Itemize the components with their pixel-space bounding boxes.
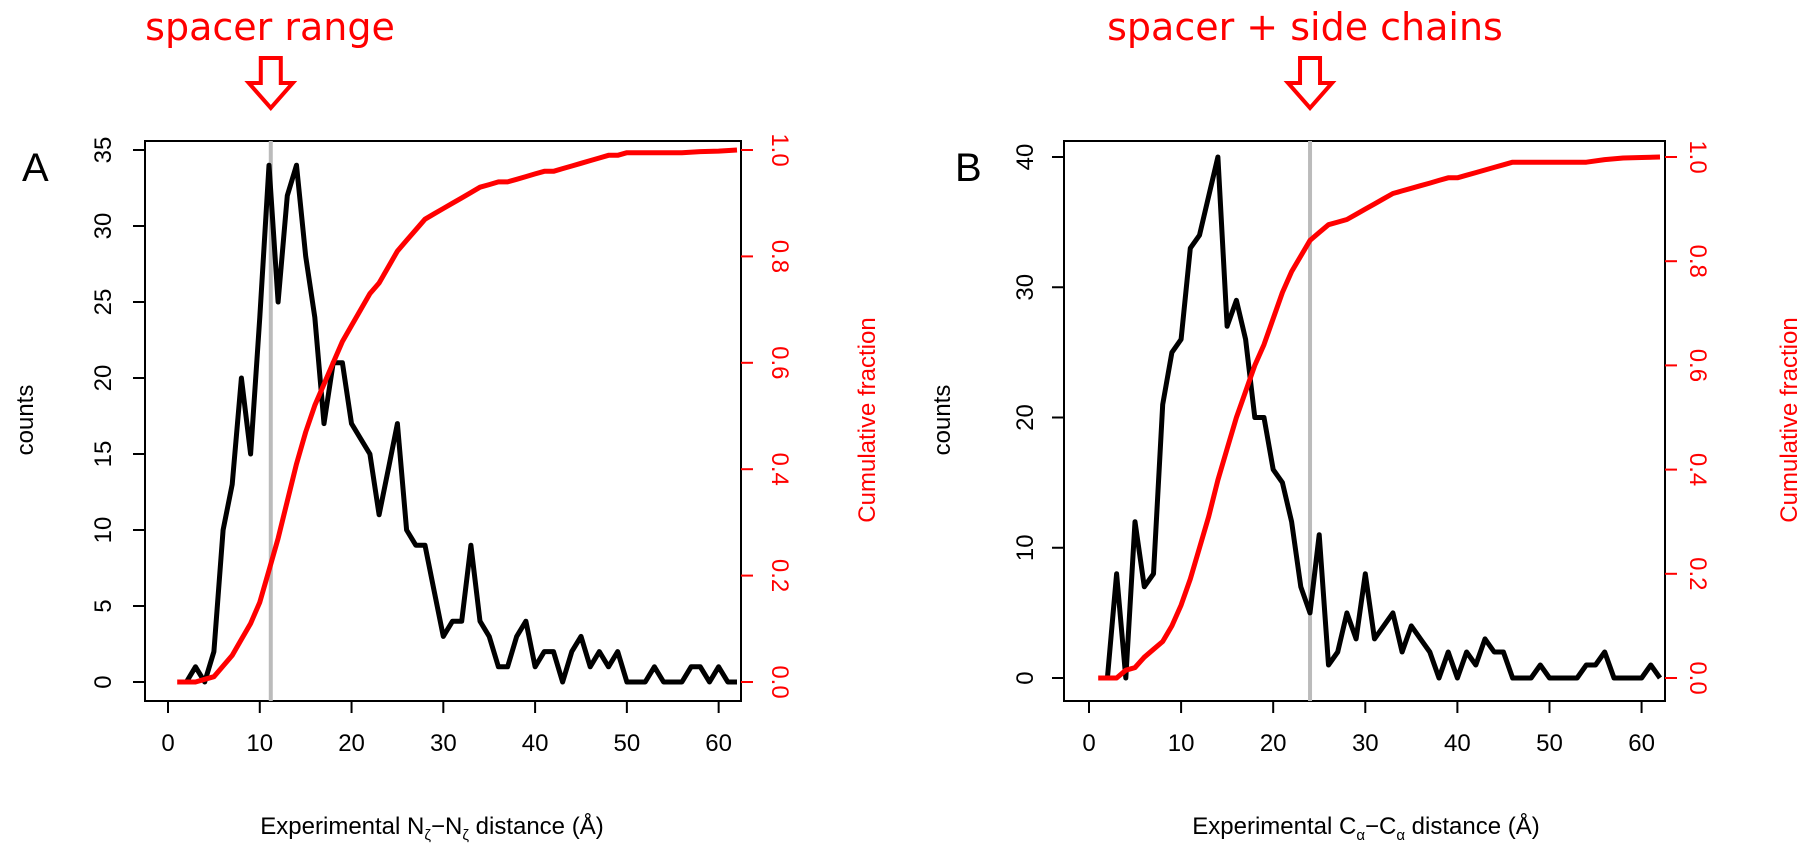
- y2-axis-title-b: Cumulative fraction: [1776, 317, 1803, 522]
- x-tick-label-a: 30: [430, 730, 457, 757]
- counts-line-b: [1104, 154, 1663, 681]
- panel-letter-a: A: [22, 146, 49, 190]
- y2-tick-label-b: 0.4: [1684, 453, 1711, 486]
- annotation-arrow-a: [244, 56, 298, 112]
- y-tick-label-a: 10: [90, 517, 117, 544]
- y-tick-label-b: 40: [1012, 144, 1039, 171]
- cumulative-line-a: [177, 147, 738, 685]
- counts-line-a: [184, 162, 737, 685]
- panel-b: B 0 10 20 30 40 50 60 0 10 20 30 40 0.0 0.2 0.4 0.6 0.8 1…: [929, 140, 1803, 844]
- x-tick-label-a: 50: [614, 730, 641, 757]
- y2-tick-label-a: 0.6: [766, 346, 793, 379]
- y2-tick-label-b: 0.8: [1684, 245, 1711, 278]
- y-tick-label-b: 30: [1012, 274, 1039, 301]
- y2-axis-title-a: Cumulative fraction: [854, 317, 881, 522]
- x-tick-label-a: 0: [161, 730, 174, 757]
- x-axis-title-b: Experimental Cα−Cα distance (Å): [1192, 812, 1539, 844]
- cumulative-line-b: [1098, 154, 1661, 681]
- y2-tick-label-a: 0.2: [766, 559, 793, 592]
- x-tick-label-b: 40: [1444, 730, 1471, 757]
- y2-tick-label-a: 1.0: [766, 133, 793, 166]
- x-tick-label-b: 10: [1168, 730, 1195, 757]
- x-tick-label-a: 20: [338, 730, 365, 757]
- y-tick-label-a: 0: [90, 675, 117, 688]
- y2-tick-label-a: 0.0: [766, 665, 793, 698]
- y-tick-label-a: 35: [90, 137, 117, 164]
- annotation-spacer-range: spacer range: [145, 5, 395, 49]
- y-tick-label-b: 20: [1012, 404, 1039, 431]
- y2-tick-label-a: 0.8: [766, 240, 793, 273]
- plot-frame-b: [1063, 140, 1666, 702]
- y2-tick-label-b: 0.2: [1684, 557, 1711, 590]
- annotation-arrow-b: [1283, 56, 1337, 112]
- y2-tick-label-b: 1.0: [1684, 140, 1711, 173]
- y-tick-label-b: 0: [1012, 671, 1039, 684]
- x-axis-title-a: Experimental Nζ−Nζ distance (Å): [260, 812, 603, 844]
- y-tick-label-a: 30: [90, 213, 117, 240]
- y-tick-label-a: 15: [90, 441, 117, 468]
- x-tick-label-b: 30: [1352, 730, 1379, 757]
- x-tick-label-a: 10: [246, 730, 273, 757]
- panel-letter-b: B: [955, 146, 982, 190]
- y-tick-label-b: 10: [1012, 534, 1039, 561]
- x-tick-label-b: 60: [1628, 730, 1655, 757]
- y-tick-label-a: 20: [90, 365, 117, 392]
- y-tick-label-a: 5: [90, 599, 117, 612]
- y-axis-title-b: counts: [929, 385, 956, 456]
- plot-frame-a: [144, 140, 742, 702]
- x-tick-label-a: 40: [522, 730, 549, 757]
- x-tick-label-a: 60: [705, 730, 732, 757]
- x-tick-label-b: 50: [1536, 730, 1563, 757]
- annotation-spacer-side-chains: spacer + side chains: [1107, 5, 1503, 49]
- y2-tick-label-b: 0.6: [1684, 349, 1711, 382]
- x-tick-label-b: 0: [1082, 730, 1095, 757]
- y-axis-title-a: counts: [12, 385, 39, 456]
- panel-a: A 0 10 20 30 40 50 60 0 5 10 15 20 25 30 35 0.0 0.2 0.4 0.…: [12, 133, 881, 844]
- x-tick-label-b: 20: [1260, 730, 1287, 757]
- y2-tick-label-a: 0.4: [766, 453, 793, 486]
- y-tick-label-a: 25: [90, 289, 117, 316]
- y2-tick-label-b: 0.0: [1684, 661, 1711, 694]
